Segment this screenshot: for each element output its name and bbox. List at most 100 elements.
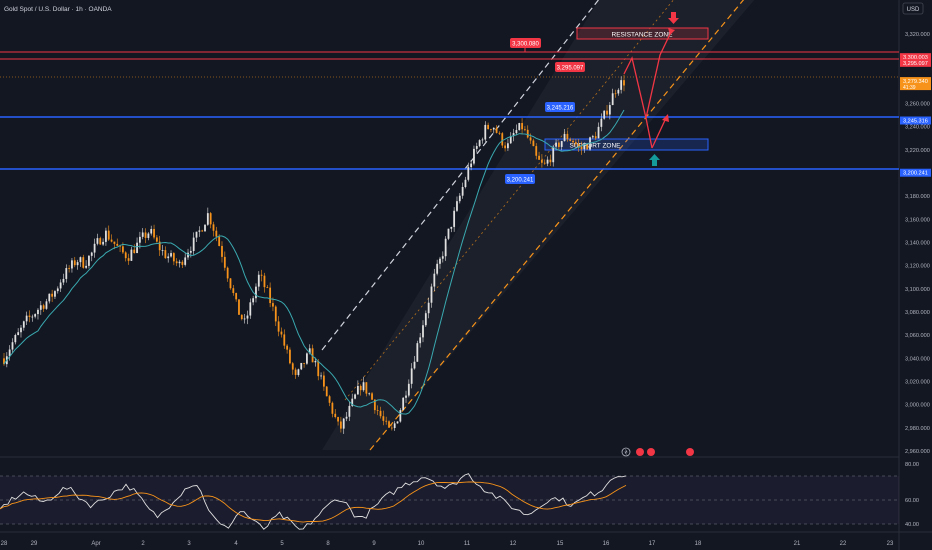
candle-body	[212, 224, 215, 231]
channel-upper-line[interactable]	[321, 0, 600, 351]
label-3300-callout[interactable]: 3,300.080	[510, 38, 541, 52]
candle-body	[82, 257, 85, 268]
candle-body	[540, 159, 543, 163]
candle-body	[433, 273, 436, 287]
candle-body	[385, 420, 388, 422]
flag-event-icon[interactable]	[647, 448, 655, 456]
svg-text:3,245.216: 3,245.216	[547, 106, 574, 112]
candle-body	[39, 305, 42, 310]
time-tick-label: 9	[372, 541, 376, 547]
candle-body	[467, 167, 470, 180]
candle-body	[260, 274, 263, 276]
rsi-ma-line	[0, 481, 627, 523]
candle-body	[308, 348, 311, 354]
rsi-tick-label: 80.00	[905, 462, 919, 468]
support-zone-box[interactable]	[544, 138, 709, 151]
candle-body	[238, 299, 240, 315]
candle-body	[11, 342, 14, 350]
price-tick-label: 3,160.000	[905, 217, 930, 223]
flag-event-icon[interactable]	[686, 448, 694, 456]
currency-button[interactable]: USD	[902, 2, 924, 15]
label-3200-callout[interactable]: 3,200.241	[505, 174, 535, 184]
candle-body	[235, 293, 238, 300]
candle-body	[249, 302, 252, 316]
candle-body	[529, 137, 532, 141]
candle-body	[495, 127, 498, 133]
candle-body	[371, 393, 373, 400]
time-tick-label: 22	[840, 541, 847, 547]
candle-body	[458, 195, 461, 202]
price-badge	[900, 53, 931, 62]
candle-body	[17, 332, 20, 336]
candle-body	[31, 316, 34, 318]
projection-arrowhead-top	[668, 28, 675, 35]
candle-body	[317, 360, 320, 377]
candle-body	[577, 144, 580, 147]
price-badge	[900, 168, 931, 177]
candle-body	[334, 413, 337, 418]
candle-body	[20, 327, 22, 333]
time-tick-label: 29	[31, 541, 38, 547]
candle-body	[192, 237, 195, 251]
lightning-event-icon[interactable]	[621, 447, 631, 457]
candle-body	[246, 315, 249, 319]
label-3245-callout[interactable]: 3,245.216	[545, 102, 575, 112]
candle-body	[572, 140, 574, 143]
candle-body	[294, 369, 297, 375]
up-arrow-icon	[649, 154, 660, 166]
candle-body	[124, 252, 127, 259]
candle-body	[161, 250, 164, 251]
candle-body	[382, 416, 385, 421]
candle-body	[303, 362, 305, 364]
support-zone[interactable]: SUPPORT ZONE	[544, 138, 709, 151]
price-tick-label: 3,220.000	[905, 148, 930, 154]
price-tick-label: 3,060.000	[905, 333, 930, 339]
candle-body	[71, 260, 73, 269]
price-tick-label: 3,100.000	[905, 287, 930, 293]
candle-body	[314, 360, 317, 363]
candle-body	[116, 243, 119, 246]
candle-body	[416, 343, 419, 362]
rsi-tick-label: 40.00	[905, 522, 919, 528]
time-tick-label: 18	[695, 541, 702, 547]
candle-body	[368, 393, 371, 395]
resistance-zone[interactable]: RESISTANCE ZONE	[576, 27, 709, 40]
candle-body	[130, 249, 133, 261]
candle-body	[232, 288, 235, 294]
price-tick-label: 3,020.000	[905, 380, 930, 386]
event-icons[interactable]	[621, 447, 694, 457]
candle-body	[62, 278, 65, 283]
candle-body	[376, 410, 379, 411]
time-tick-label: 11	[464, 541, 471, 547]
levels	[0, 51, 899, 170]
resistance-zone-box[interactable]	[576, 27, 709, 40]
price-tick-label: 3,000.000	[905, 403, 930, 409]
label-3295-callout[interactable]: 3,295.097	[555, 62, 585, 72]
candle-body	[133, 249, 136, 254]
flag-event-icon[interactable]	[636, 448, 644, 456]
candle-body	[45, 301, 48, 309]
candle-body	[470, 163, 473, 168]
channel-lower-line[interactable]	[369, 0, 745, 451]
time-tick-label: 4	[234, 541, 238, 547]
candle-body	[339, 421, 342, 429]
candle-body	[226, 267, 229, 279]
price-badge-label: 3,295.097	[903, 61, 928, 67]
candle-body	[153, 228, 155, 238]
candle-body	[504, 145, 506, 149]
candle-body	[178, 261, 181, 264]
candle-body	[512, 133, 515, 137]
price-badge-label: 3,279.340	[903, 79, 928, 85]
ascending-channel[interactable]	[321, 0, 756, 451]
candle-body	[507, 143, 509, 149]
candle-body	[461, 186, 464, 196]
candle-body	[591, 136, 594, 138]
svg-text:USD: USD	[907, 7, 920, 13]
candle-body	[90, 252, 93, 256]
candle-body	[320, 375, 322, 377]
candle-body	[379, 410, 382, 417]
time-axis[interactable]: 28 29 Apr 2 3 4 5 8 9 10 11 12 15 16 17 18 21 22 23	[1, 541, 894, 547]
candle-body	[419, 337, 422, 344]
